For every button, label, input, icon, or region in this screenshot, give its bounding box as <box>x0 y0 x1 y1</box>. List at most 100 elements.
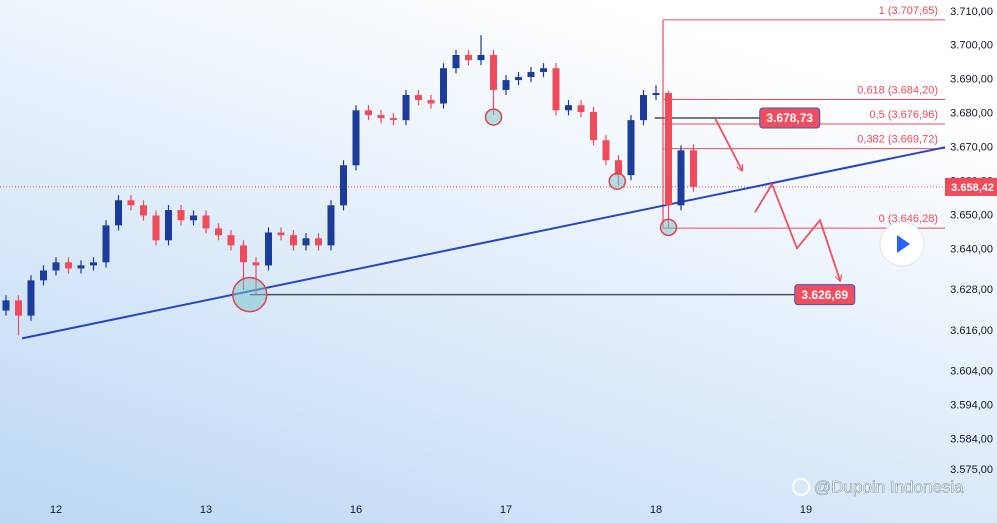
fib-label: 0,382 (3.669,72) <box>857 133 938 145</box>
candle-body <box>527 71 535 78</box>
candle-body <box>102 225 110 263</box>
candle-body <box>15 300 22 316</box>
candle-body <box>402 95 410 121</box>
candle-body <box>677 150 685 206</box>
y-tick-label: 3.584,00 <box>950 433 993 445</box>
candle-body <box>327 205 335 246</box>
plot-area: 3.710,00 3.700,00 3.690,00 3.680,00 3.670,00… <box>0 5 997 516</box>
x-tick-label: 18 <box>650 504 662 516</box>
candle-body <box>615 160 622 176</box>
candle-body <box>390 118 397 121</box>
candle-body <box>315 238 322 246</box>
y-tick-label: 3.575,00 <box>950 464 993 476</box>
price-tag-label: 3.658,42 <box>951 182 994 194</box>
candle-body <box>77 265 85 269</box>
candle-body <box>165 210 172 241</box>
y-tick-label: 3.604,00 <box>950 366 993 378</box>
price-tag <box>945 177 997 196</box>
candle-body <box>65 262 72 269</box>
y-tick-label: 3.690,00 <box>950 74 993 86</box>
candle-body <box>477 54 485 61</box>
candle-body <box>215 228 222 236</box>
y-tick-label: 3.594,00 <box>950 399 993 411</box>
x-tick-label: 19 <box>800 504 812 516</box>
watermark-group: @Dupoin Indonesia <box>792 477 964 497</box>
x-tick-label: 16 <box>350 504 362 516</box>
candle-body <box>452 54 460 69</box>
candle-body <box>627 120 635 176</box>
fib-label: 1 (3.707,65) <box>879 5 938 17</box>
y-tick-label: 3.640,00 <box>950 243 993 255</box>
candle-body <box>640 95 647 121</box>
candle-body <box>565 105 572 111</box>
candle-body <box>177 210 185 221</box>
candle-body <box>52 262 60 271</box>
highlight-circle <box>232 276 268 313</box>
fib-label: 0,5 (3.676,96) <box>870 109 939 121</box>
target-label: 3.626,69 <box>801 288 848 302</box>
candle-body <box>377 115 385 119</box>
highlight-circle <box>608 172 626 190</box>
candle-body <box>190 215 197 221</box>
candle-body <box>652 92 660 96</box>
candle-body <box>490 54 497 90</box>
projection-path <box>714 117 841 281</box>
candle-body <box>365 110 372 116</box>
watermark: @Dupoin Indonesia <box>814 477 964 496</box>
candle-body <box>465 54 472 61</box>
fib-label: 0 (3.646,28) <box>879 213 938 225</box>
candle-body <box>577 105 585 112</box>
candle-body <box>90 262 97 266</box>
candle-body <box>602 140 610 161</box>
candle-body <box>2 300 10 311</box>
candle-body <box>202 215 210 229</box>
highlight-circle <box>484 108 503 126</box>
target-box <box>759 107 821 129</box>
trend-line <box>21 146 946 340</box>
candle-body <box>152 215 160 241</box>
x-tick-label: 12 <box>50 504 62 516</box>
candle-body <box>140 205 147 216</box>
x-tick-label: 17 <box>500 504 512 516</box>
candle-body <box>515 77 522 81</box>
play-icon[interactable] <box>897 235 910 253</box>
candle-body <box>690 150 697 187</box>
candle-body <box>340 165 347 206</box>
play-button[interactable] <box>879 221 925 267</box>
candle-body <box>440 68 447 104</box>
candle-body <box>252 262 260 266</box>
candle-body <box>227 235 235 246</box>
candle-body <box>265 232 272 266</box>
candle-body <box>415 95 422 101</box>
candle-body <box>552 68 560 111</box>
candle-body <box>665 92 672 206</box>
candle-body <box>27 280 35 316</box>
candle-body <box>277 232 285 236</box>
y-tick-label: 3.616,00 <box>950 325 993 337</box>
y-tick-label: 3.710,00 <box>950 6 993 18</box>
candle-body <box>540 68 547 72</box>
watermark-icon <box>792 478 810 496</box>
highlight-circle <box>659 218 678 237</box>
candle-body <box>240 245 247 263</box>
y-tick-label: 3.680,00 <box>950 108 993 120</box>
candle-body <box>427 100 435 104</box>
candle-body <box>302 238 310 246</box>
candle-body <box>115 200 122 226</box>
candle-body <box>590 111 597 141</box>
target-box <box>794 284 856 306</box>
candle-body <box>127 200 135 206</box>
candle-body <box>352 110 360 166</box>
target-label: 3.678,73 <box>766 111 813 125</box>
fib-label: 0,618 (3.684,20) <box>857 84 938 96</box>
candle-body <box>40 270 47 281</box>
y-tick-label: 3.628,00 <box>950 284 993 296</box>
x-tick-label: 13 <box>200 504 212 516</box>
candle-body <box>502 80 510 90</box>
candle-body <box>290 235 297 246</box>
y-tick-label: 3.670,00 <box>950 142 993 154</box>
y-tick-label: 3.700,00 <box>950 40 993 52</box>
y-tick-label: 3.650,00 <box>950 209 993 221</box>
